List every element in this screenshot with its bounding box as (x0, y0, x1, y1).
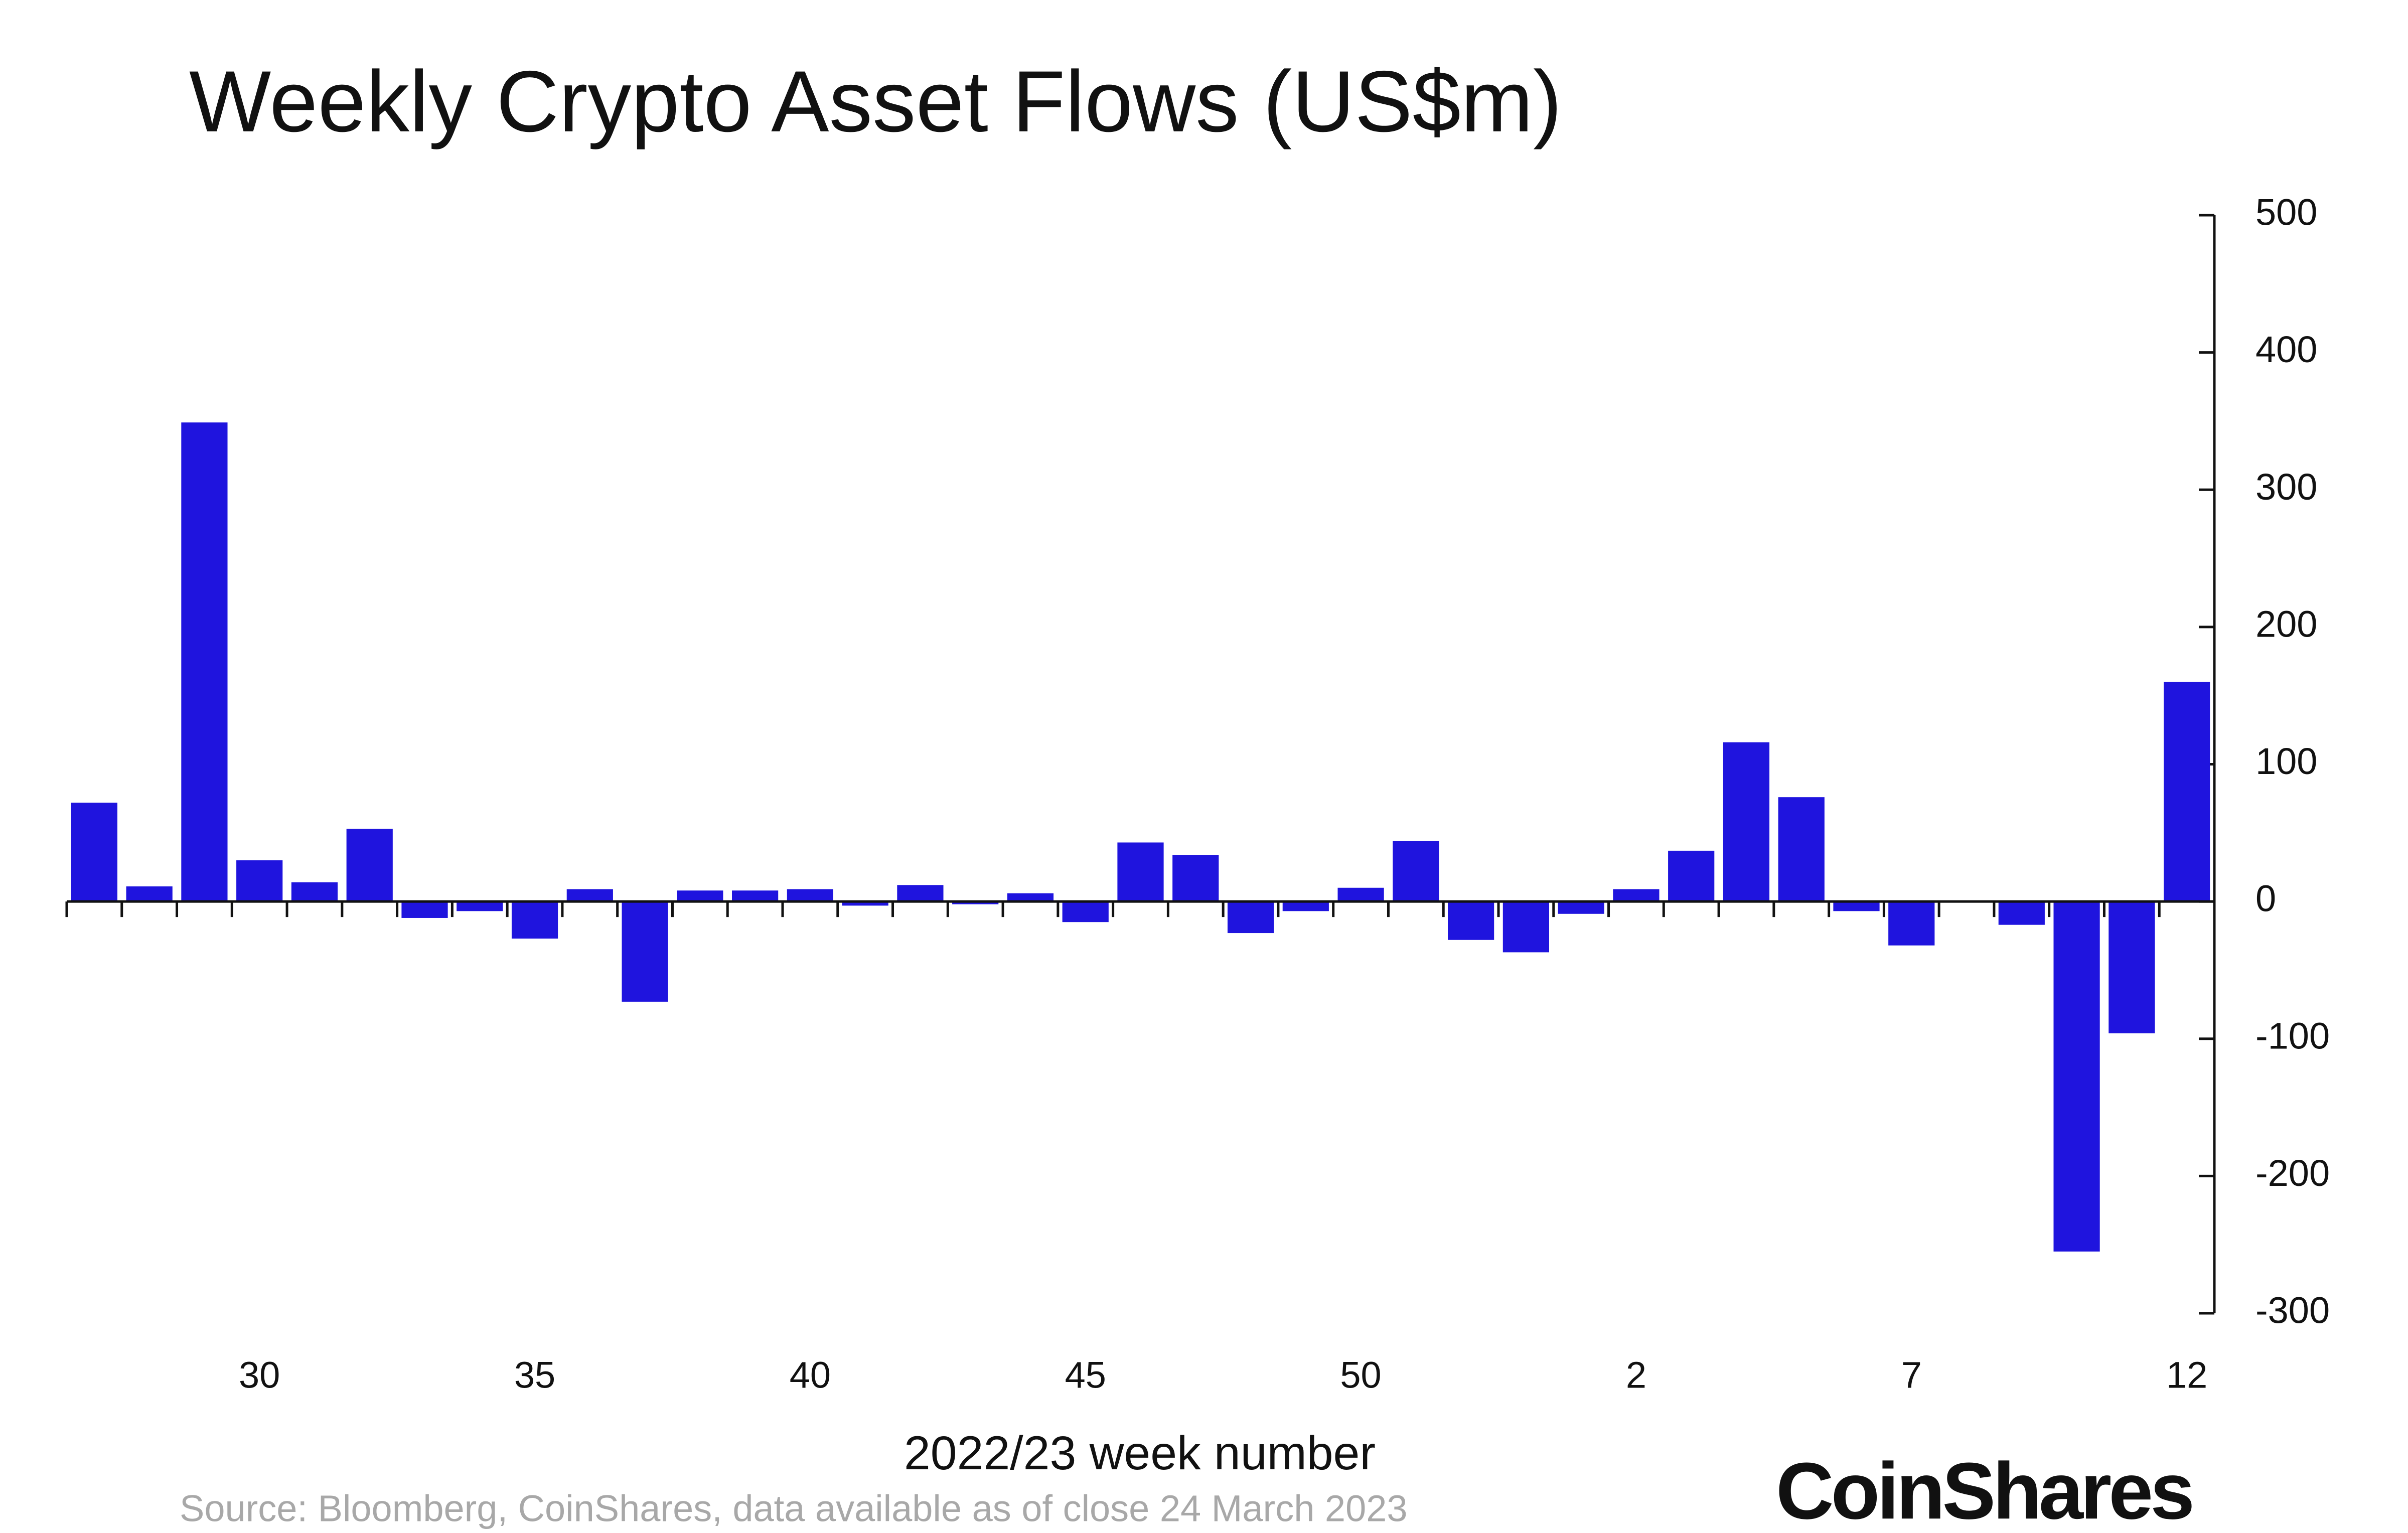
y-tick-label: 500 (2255, 192, 2317, 233)
y-tick-label: 0 (2255, 878, 2276, 919)
bar (952, 901, 999, 904)
bar (1613, 889, 1660, 902)
bar (897, 885, 944, 902)
x-tick-label: 7 (1901, 1354, 1922, 1396)
source-note: Source: Bloomberg, CoinShares, data avai… (180, 1488, 1408, 1529)
chart-title: Weekly Crypto Asset Flows (US$m) (189, 53, 1562, 150)
bar (1062, 901, 1109, 923)
bar (1172, 855, 1219, 902)
bar (1778, 797, 1825, 902)
bar (622, 901, 668, 1002)
y-tick-label: 400 (2255, 329, 2317, 370)
x-tick-label: 30 (239, 1354, 280, 1396)
bar (677, 890, 723, 902)
bar (1007, 893, 1054, 902)
bar (732, 890, 779, 902)
y-tick-label: 200 (2255, 603, 2317, 645)
bar (236, 860, 283, 902)
bar (1723, 742, 1770, 902)
bar (511, 901, 558, 939)
bar (126, 886, 173, 902)
y-tick-label: -300 (2255, 1290, 2330, 1331)
y-tick-label: -100 (2255, 1015, 2330, 1056)
x-tick-label: 12 (2166, 1354, 2207, 1396)
x-tick-label: 2 (1626, 1354, 1646, 1396)
bar (1558, 901, 1604, 914)
bar (457, 901, 503, 911)
x-tick-label: 40 (790, 1354, 831, 1396)
bar (1833, 901, 1880, 911)
bar (1502, 901, 1549, 953)
bar (1393, 841, 1439, 902)
bar (1117, 842, 1164, 902)
bar (1282, 901, 1329, 911)
y-tick-label: 300 (2255, 466, 2317, 508)
bar (1668, 850, 1715, 902)
bar (346, 829, 393, 902)
bar (2053, 901, 2100, 1252)
bar (1998, 901, 2045, 925)
bar (1888, 901, 1935, 946)
x-tick-label: 45 (1065, 1354, 1106, 1396)
bar (842, 901, 888, 906)
x-tick-label: 35 (514, 1354, 555, 1396)
bar (71, 803, 117, 902)
bar (2109, 901, 2155, 1033)
bar (1227, 901, 1274, 934)
bar (787, 889, 833, 902)
bar (2164, 682, 2210, 902)
bar (566, 889, 613, 902)
x-tick-label: 50 (1340, 1354, 1381, 1396)
bar (401, 901, 448, 918)
y-tick-label: 100 (2255, 740, 2317, 782)
bar (1448, 901, 1494, 940)
bar (181, 422, 228, 902)
logo: CoinShares (1776, 1446, 2192, 1533)
bar (1337, 887, 1384, 902)
bar (291, 882, 338, 902)
y-tick-label: -200 (2255, 1152, 2330, 1194)
x-axis-title: 2022/23 week number (904, 1427, 1376, 1480)
